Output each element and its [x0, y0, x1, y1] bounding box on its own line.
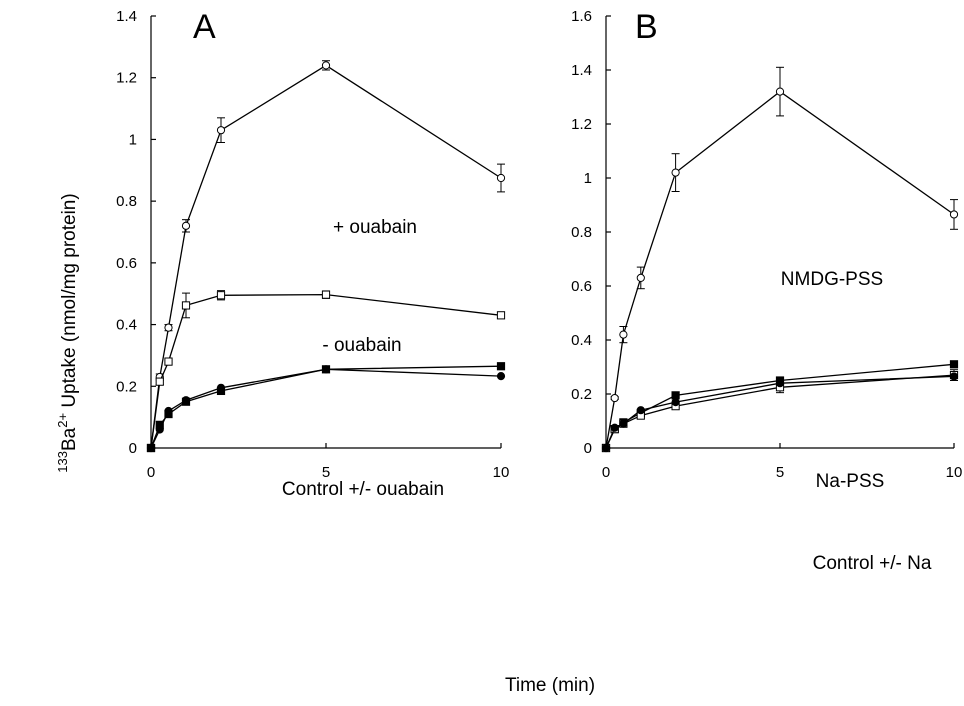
x-axis-title: Time (min) — [505, 675, 595, 696]
data-point — [181, 221, 191, 230]
y-tick-label: 0 — [129, 440, 137, 457]
series-open-circle — [146, 60, 506, 453]
panel-a: 0 0.2 0.4 0.6 0.8 1 1.2 1.4 0 5 10 A + ouabain - ouab… — [116, 8, 509, 500]
y-tick-label: 1.2 — [116, 70, 137, 87]
data-point — [610, 423, 619, 432]
data-point — [216, 126, 226, 135]
data-point — [671, 391, 680, 400]
data-point — [775, 379, 785, 388]
y-tick-label: 1.2 — [571, 116, 592, 133]
data-point — [610, 393, 619, 403]
y-axis-title-ion: Ba — [59, 427, 80, 451]
data-point — [321, 365, 331, 374]
data-point — [181, 301, 191, 310]
series-filled-circle — [601, 372, 959, 453]
series-annotation: + ouabain — [333, 217, 417, 238]
data-point — [181, 396, 191, 405]
y-tick-label: 0.2 — [571, 386, 592, 403]
data-point — [164, 323, 173, 332]
data-point — [496, 311, 506, 320]
x-tick-label: 5 — [776, 464, 784, 481]
series-filled-square — [146, 362, 506, 453]
y-tick-label: 1 — [584, 170, 592, 187]
y-tick-label: 0.8 — [116, 193, 137, 210]
data-point — [601, 443, 611, 453]
data-point — [949, 372, 959, 381]
data-point — [949, 360, 959, 369]
series-filled-circle — [146, 365, 506, 453]
data-point — [146, 443, 156, 453]
series-line — [150, 368, 502, 449]
y-tick-label: 1 — [129, 131, 137, 148]
y-tick-label: 0.4 — [571, 332, 592, 349]
data-point — [155, 377, 164, 386]
y-axis-title-rest: Uptake (nmol/mg protein) — [59, 193, 80, 413]
panel-b: 0 0.2 0.4 0.6 0.8 1 1.2 1.4 1.6 0 5 10 B NMDG-PSS Na-P… — [571, 8, 962, 574]
y-axis-title-isotope: 133 — [55, 451, 70, 473]
data-point — [949, 210, 959, 219]
data-point — [164, 357, 173, 366]
y-tick-label: 0 — [584, 440, 592, 457]
y-axis-title: 133Ba2+ Uptake (nmol/mg protein) — [55, 193, 80, 472]
data-point — [619, 419, 628, 428]
x-tick-label: 0 — [147, 464, 155, 481]
data-point — [671, 398, 680, 407]
data-point — [496, 372, 506, 381]
x-tick-label: 10 — [946, 464, 963, 481]
data-point — [775, 87, 785, 96]
data-point — [155, 425, 164, 434]
data-point — [496, 362, 506, 371]
series-line — [150, 64, 502, 449]
data-point — [321, 290, 331, 299]
y-tick-label: 0.6 — [571, 278, 592, 295]
series-annotation: Control +/- ouabain — [282, 479, 444, 500]
y-tick-label: 0.4 — [116, 317, 137, 334]
y-tick-label: 0.6 — [116, 255, 137, 272]
y-tick-label: 0.2 — [116, 378, 137, 395]
y-tick-label: 0.8 — [571, 224, 592, 241]
y-tick-label: 1.4 — [116, 8, 137, 25]
series-annotation: Na-PSS — [816, 471, 885, 492]
panel-letter: A — [193, 8, 216, 46]
series-annotation: Control +/- Na — [813, 553, 932, 574]
y-tick-label: 1.4 — [571, 62, 592, 79]
data-point — [321, 61, 331, 70]
y-tick-label: 1.6 — [571, 8, 592, 25]
data-point — [619, 330, 628, 339]
series-annotation: NMDG-PSS — [781, 269, 883, 290]
panel-letter: B — [635, 8, 658, 46]
data-point — [496, 173, 506, 183]
data-point — [164, 406, 173, 416]
x-tick-label: 0 — [602, 464, 610, 481]
x-tick-label: 10 — [493, 464, 510, 481]
data-point — [216, 291, 226, 300]
data-point — [636, 406, 645, 415]
data-point — [636, 273, 645, 282]
series-line — [150, 365, 502, 449]
data-point — [216, 383, 226, 392]
y-axis-title-charge: 2+ — [55, 413, 70, 428]
series-open-circle — [601, 66, 959, 453]
series-annotation: - ouabain — [322, 335, 401, 356]
x-tick-label: 5 — [322, 464, 330, 481]
data-point — [671, 168, 680, 177]
